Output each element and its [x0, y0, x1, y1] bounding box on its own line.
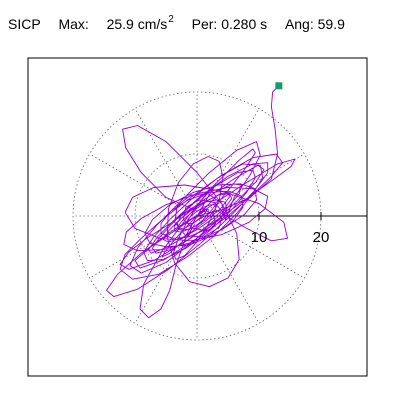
max-unit-exponent: 2	[168, 14, 174, 25]
orbit-trace	[106, 85, 296, 319]
record-label: SICP	[8, 16, 41, 32]
plot-frame	[27, 57, 368, 377]
period-value: 0.280 s	[221, 16, 268, 32]
radial-tick-labels: 10 20	[251, 229, 330, 246]
orbit-header: SICP Max: 25.9 cm/s2 Per: 0.280 s Ang: 5…	[8, 14, 400, 36]
orbit-end-point	[275, 82, 283, 90]
max-value: 25.9	[106, 16, 134, 32]
radial-tick-label-10: 10	[251, 229, 268, 246]
radial-tick-label-20: 20	[313, 229, 330, 246]
end-marker	[275, 82, 283, 90]
orbit-series-line	[106, 85, 296, 319]
max-label: Max:	[58, 16, 89, 32]
angle-value: 59.9	[317, 16, 345, 32]
period-label: Per:	[191, 16, 218, 32]
max-unit: cm/s	[137, 16, 168, 32]
grid-spoke-300	[196, 215, 260, 324]
angle-label: Ang:	[284, 16, 314, 32]
